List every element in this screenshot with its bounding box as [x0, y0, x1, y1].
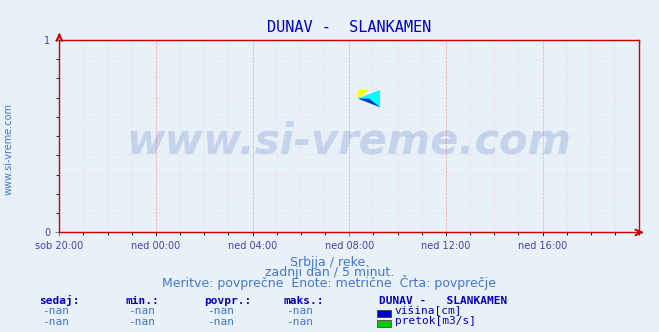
Text: višina[cm]: višina[cm]: [395, 306, 462, 316]
Text: -nan: -nan: [43, 306, 69, 316]
Text: povpr.:: povpr.:: [204, 296, 252, 306]
Text: -nan: -nan: [43, 317, 69, 327]
Text: sedaj:: sedaj:: [40, 295, 80, 306]
Text: -nan: -nan: [208, 306, 234, 316]
Polygon shape: [358, 99, 380, 107]
Polygon shape: [358, 90, 369, 99]
Text: -nan: -nan: [208, 317, 234, 327]
Text: min.:: min.:: [125, 296, 159, 306]
Text: -nan: -nan: [287, 306, 313, 316]
Text: zadnji dan / 5 minut.: zadnji dan / 5 minut.: [265, 266, 394, 279]
Text: www.si-vreme.com: www.si-vreme.com: [127, 121, 572, 163]
Text: pretok[m3/s]: pretok[m3/s]: [395, 316, 476, 326]
Title: DUNAV -  SLANKAMEN: DUNAV - SLANKAMEN: [267, 20, 432, 35]
Text: Meritve: povprečne  Enote: metrične  Črta: povprečje: Meritve: povprečne Enote: metrične Črta:…: [163, 275, 496, 290]
Text: www.si-vreme.com: www.si-vreme.com: [3, 103, 13, 196]
Text: DUNAV -   SLANKAMEN: DUNAV - SLANKAMEN: [379, 296, 507, 306]
Text: Srbija / reke.: Srbija / reke.: [290, 256, 369, 269]
Polygon shape: [358, 90, 380, 107]
Text: maks.:: maks.:: [283, 296, 324, 306]
Text: -nan: -nan: [129, 317, 155, 327]
Text: -nan: -nan: [129, 306, 155, 316]
Text: -nan: -nan: [287, 317, 313, 327]
